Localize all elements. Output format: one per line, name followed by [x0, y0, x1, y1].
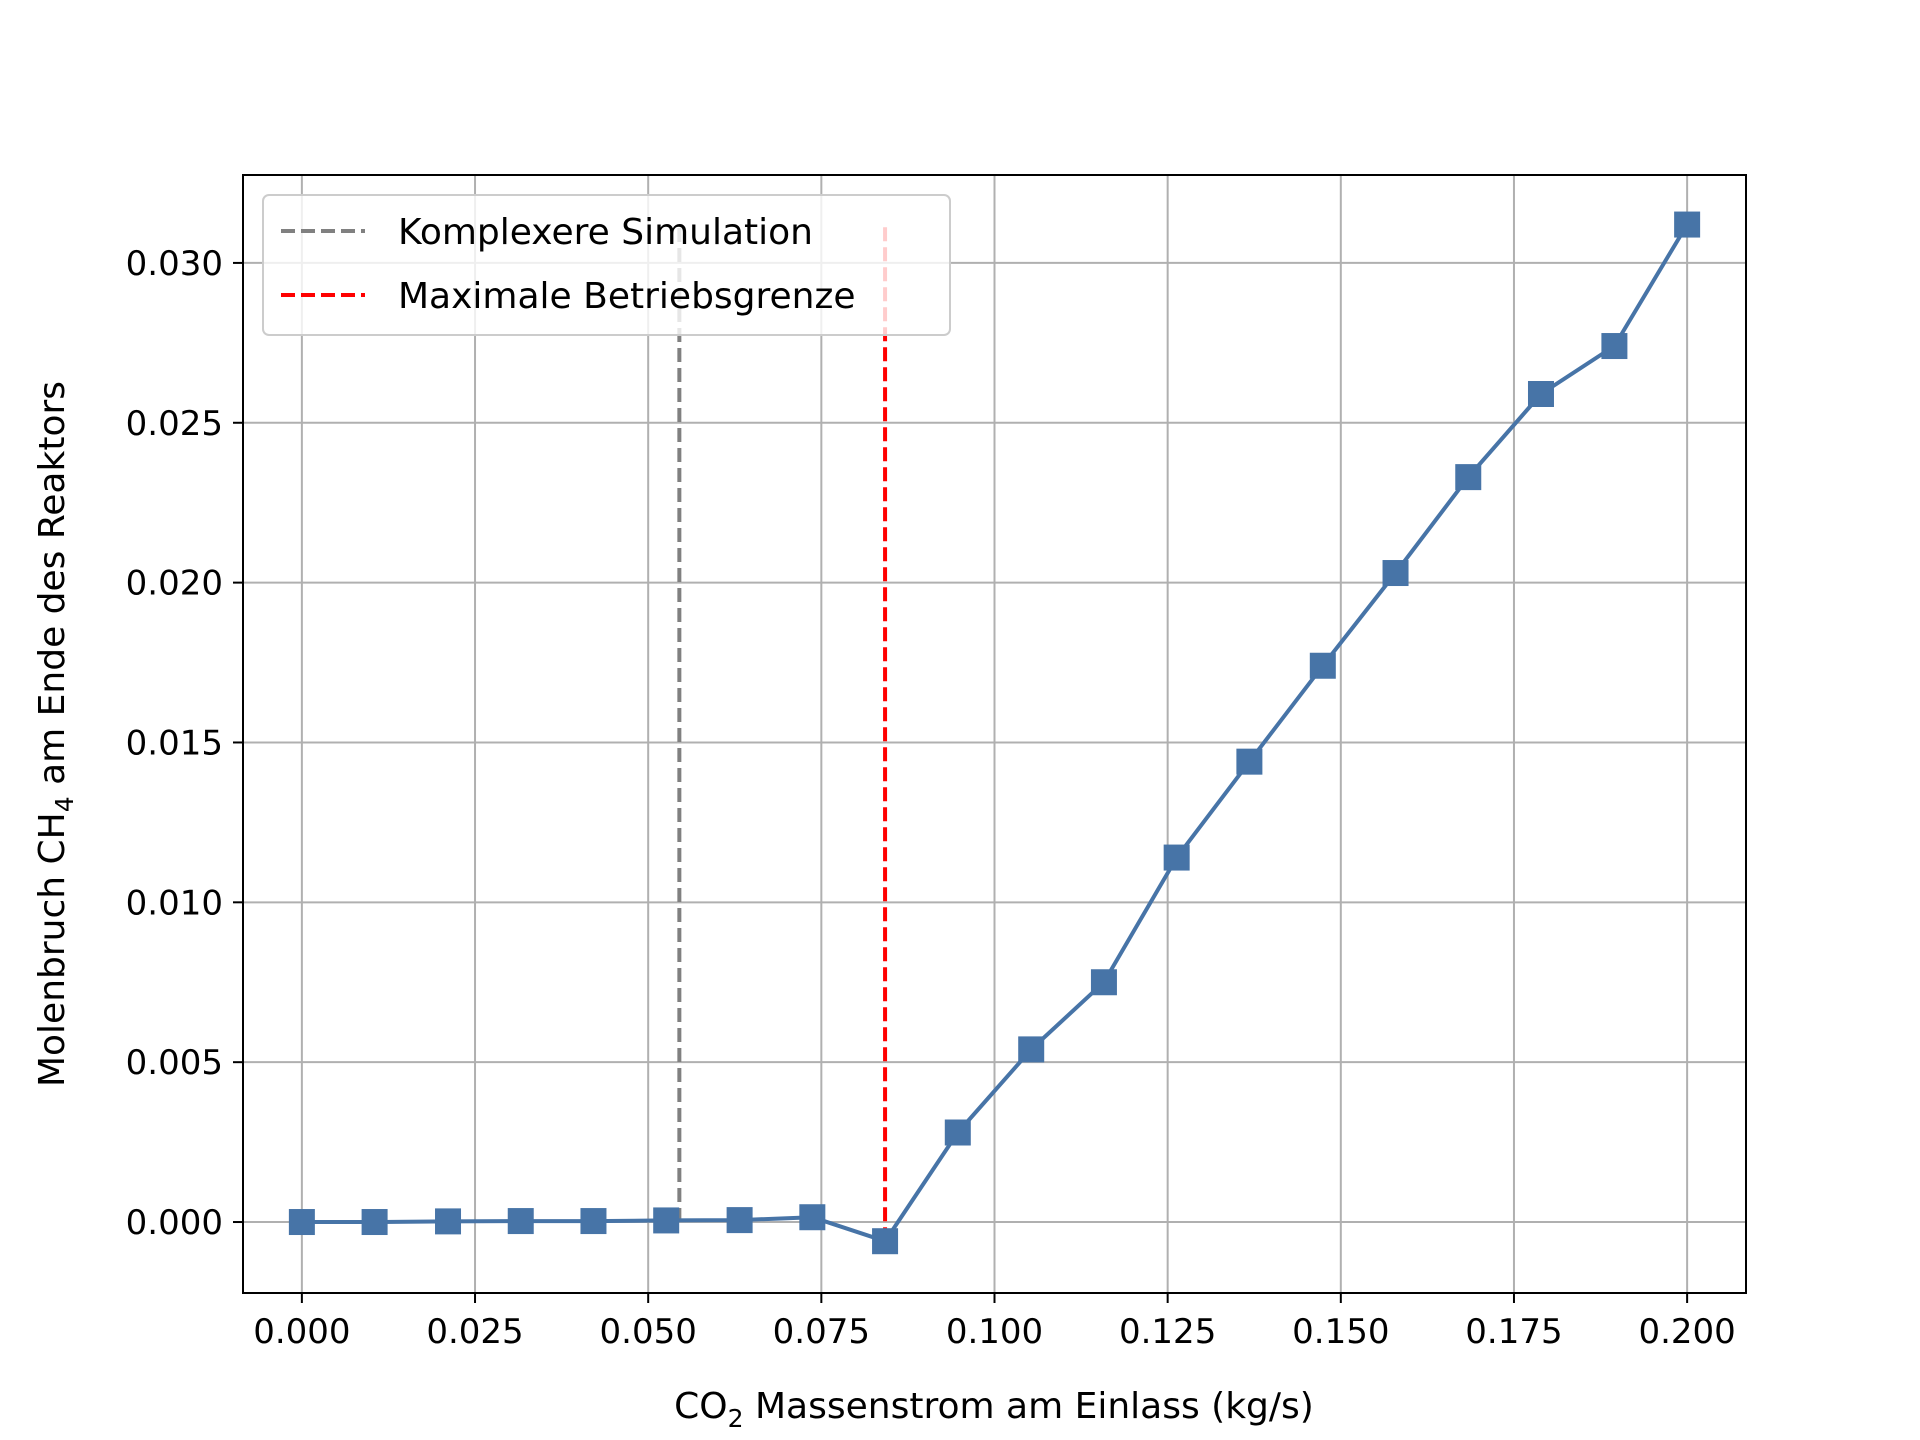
axis-ticks: 0.000 0.025 0.050 0.075 0.100 0.125 0.150 0.175… — [126, 244, 1736, 1352]
data-point-marker — [1018, 1036, 1045, 1063]
x-tick-label: 0.150 — [1292, 1312, 1389, 1352]
legend: Komplexere Simulation Maximale Betriebsg… — [262, 194, 951, 336]
data-point-marker — [580, 1208, 607, 1235]
y-tick-label: 0.020 — [126, 564, 223, 604]
y-tick-label: 0.025 — [126, 404, 223, 444]
data-point-marker — [726, 1207, 753, 1234]
x-axis-label-prefix: CO — [674, 1386, 727, 1427]
x-axis-label-subscript: 2 — [728, 1404, 744, 1433]
data-point-marker — [1601, 333, 1628, 360]
data-point-marker — [1455, 464, 1482, 491]
x-axis-label-suffix: Massenstrom am Einlass (kg/s) — [744, 1386, 1314, 1427]
data-point-marker — [1674, 211, 1701, 238]
y-tick-label: 0.000 — [126, 1203, 223, 1243]
data-point-marker — [1090, 969, 1117, 996]
reference-lines — [677, 224, 888, 1242]
data-point-marker — [1527, 380, 1554, 407]
y-tick-label: 0.010 — [126, 883, 223, 923]
x-tick-label: 0.025 — [426, 1312, 523, 1352]
x-tick-label: 0.050 — [600, 1312, 697, 1352]
data-point-marker — [361, 1209, 388, 1236]
y-axis-label-prefix: Molenbruch CH — [32, 812, 73, 1087]
data-point-marker — [1382, 560, 1409, 587]
legend-box — [262, 194, 951, 336]
y-tick-label: 0.015 — [126, 723, 223, 763]
legend-label-maximale-betriebsgrenze: Maximale Betriebsgrenze — [398, 276, 856, 317]
data-series — [288, 211, 1701, 1255]
legend-label-komplexere-simulation: Komplexere Simulation — [398, 212, 813, 253]
data-point-marker — [872, 1228, 899, 1255]
data-point-marker — [435, 1208, 462, 1235]
data-point-marker — [944, 1119, 971, 1146]
y-axis-label: Molenbruch CH4 am Ende des Reaktors — [32, 381, 79, 1087]
y-axis-label-subscript: 4 — [50, 796, 79, 812]
data-point-marker — [1309, 652, 1336, 679]
data-point-marker — [507, 1208, 534, 1235]
grid-lines — [243, 175, 1746, 1293]
data-point-marker — [288, 1209, 315, 1236]
data-point-marker — [1163, 844, 1190, 871]
y-axis-label-suffix: am Ende des Reaktors — [32, 381, 73, 796]
data-point-marker — [653, 1207, 680, 1234]
x-tick-label: 0.000 — [253, 1312, 350, 1352]
x-tick-label: 0.175 — [1465, 1312, 1562, 1352]
x-tick-label: 0.075 — [773, 1312, 870, 1352]
x-tick-label: 0.200 — [1638, 1312, 1735, 1352]
data-point-marker — [1236, 748, 1263, 775]
x-tick-label: 0.125 — [1119, 1312, 1216, 1352]
x-tick-label: 0.100 — [946, 1312, 1043, 1352]
y-tick-label: 0.005 — [126, 1043, 223, 1083]
data-point-marker — [799, 1204, 826, 1231]
y-tick-label: 0.030 — [126, 244, 223, 284]
x-axis-label: CO2 Massenstrom am Einlass (kg/s) — [674, 1386, 1314, 1433]
